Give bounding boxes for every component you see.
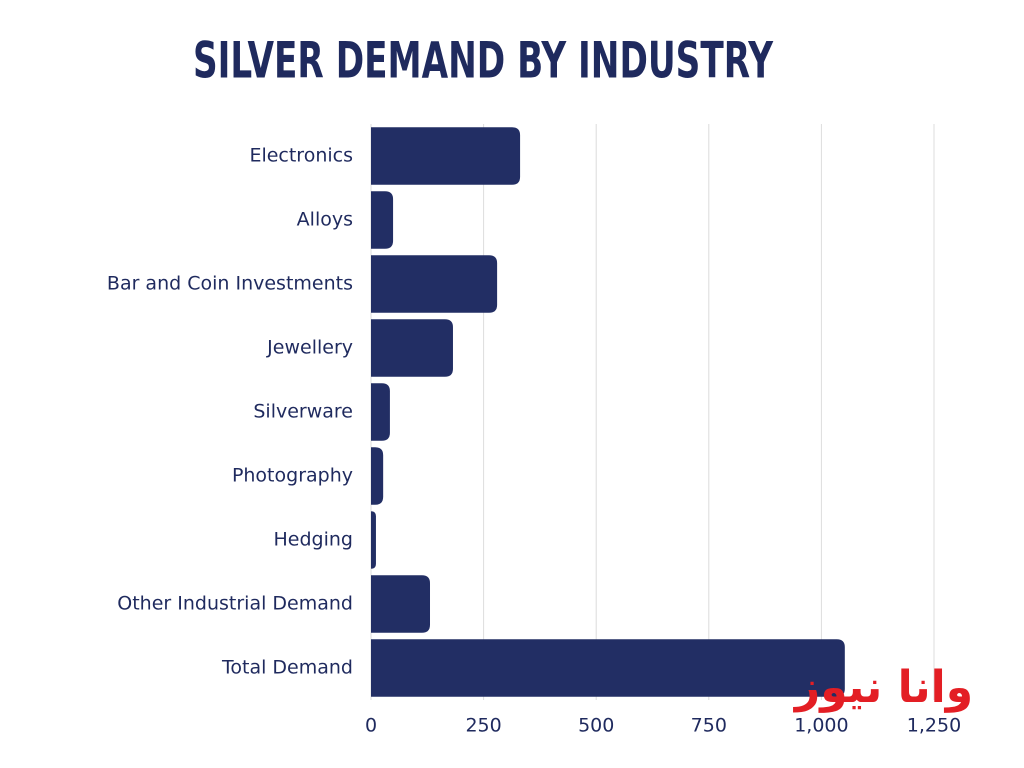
bar: [371, 639, 845, 697]
y-tick-label: Jewellery: [266, 337, 353, 359]
bars: [371, 127, 845, 697]
x-tick-label: 1,000: [794, 715, 848, 737]
grid: [370, 124, 935, 700]
bar: [371, 255, 498, 313]
bar: [371, 191, 394, 249]
bar: [371, 383, 390, 441]
bar: [371, 447, 384, 505]
bar: [371, 319, 453, 377]
y-tick-label: Photography: [232, 465, 353, 487]
bar: [371, 511, 376, 569]
y-tick-label: Alloys: [297, 209, 353, 231]
labels: 0 250 500 750 1,000 1,250 Electronics Alloys Bar…: [107, 145, 961, 737]
x-tick-label: 750: [691, 715, 727, 737]
x-tick-label: 0: [365, 715, 377, 737]
y-tick-label: Hedging: [274, 529, 353, 551]
chart-title: SILVER DEMAND BY INDUSTRY: [193, 32, 774, 90]
y-tick-label: Silverware: [253, 401, 353, 423]
y-tick-label: Bar and Coin Investments: [107, 273, 353, 295]
bar: [371, 575, 431, 633]
watermark: وانا نیوز: [793, 662, 973, 713]
y-tick-label: Electronics: [249, 145, 353, 167]
y-tick-label: Total Demand: [221, 657, 353, 679]
y-tick-label: Other Industrial Demand: [117, 593, 353, 615]
x-tick-label: 1,250: [907, 715, 961, 737]
bar: [371, 127, 521, 185]
x-tick-label: 250: [465, 715, 501, 737]
x-tick-label: 500: [578, 715, 614, 737]
